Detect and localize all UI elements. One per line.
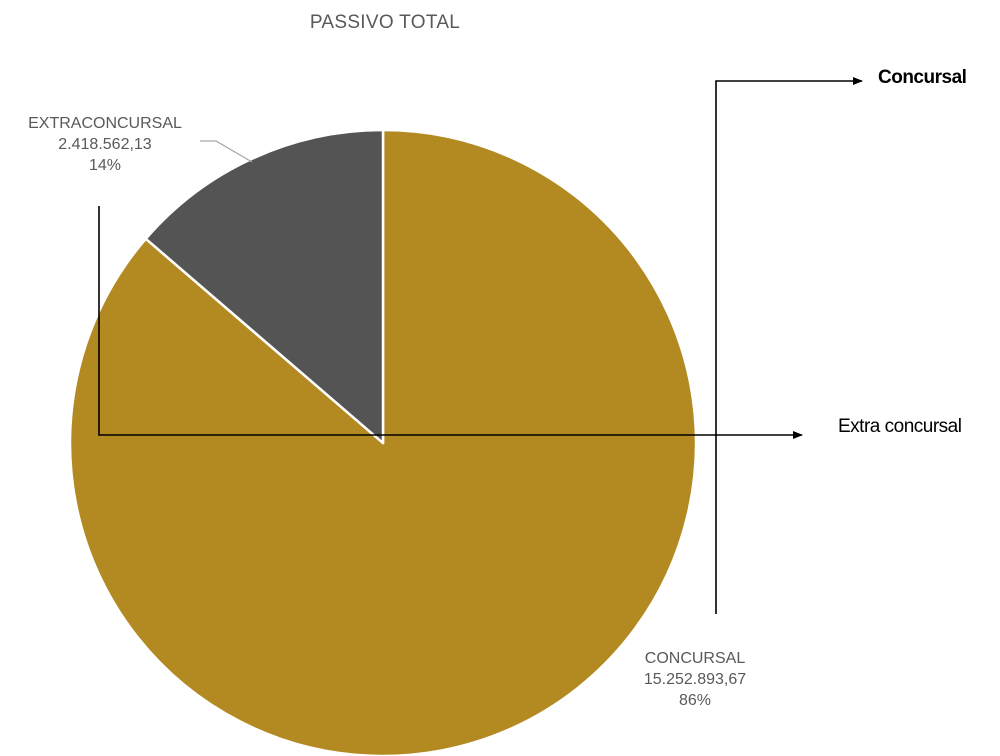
extraconcursal-value-label: 2.418.562,13 <box>58 136 152 153</box>
pie-slices <box>68 128 698 756</box>
extraconcursal-data-label: EXTRACONCURSAL 2.418.562,13 14% <box>0 113 210 176</box>
extraconcursal-category-label: EXTRACONCURSAL <box>28 115 182 132</box>
extraconcursal-leader-line <box>200 140 253 163</box>
chart-title: PASSIVO TOTAL <box>309 12 461 33</box>
concursal-percent-label: 86% <box>678 692 712 709</box>
extra-concursal-annotation: Extra concursal <box>838 416 962 437</box>
concursal-value-label: 15.252.893,67 <box>643 671 747 688</box>
concursal-data-label: CONCURSAL 15.252.893,67 86% <box>615 648 775 711</box>
concursal-annotation-arrow <box>715 77 863 614</box>
pie-slice-extraconcursal <box>144 128 385 445</box>
extraconcursal-percent-label: 14% <box>88 157 122 174</box>
extra-concursal-annotation-arrow <box>98 206 803 439</box>
concursal-annotation: Concursal <box>878 67 967 88</box>
concursal-category-label: CONCURSAL <box>644 650 746 667</box>
